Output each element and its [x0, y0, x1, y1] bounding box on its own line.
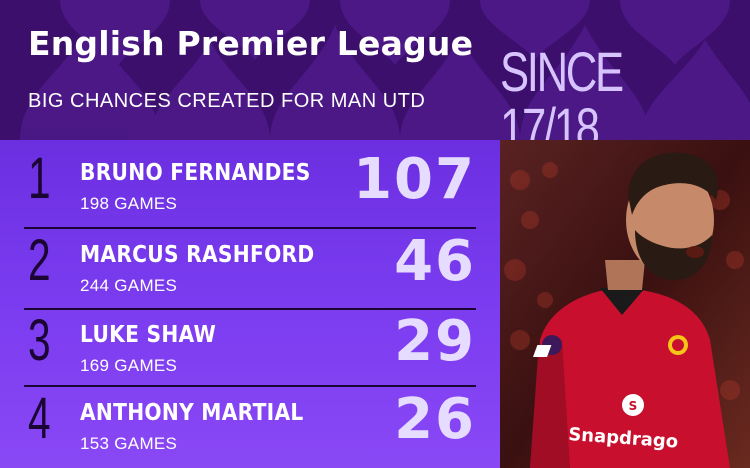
big-chances-value: 29 [394, 309, 476, 374]
header-pattern [20, 0, 750, 140]
big-chances-value: 107 [353, 147, 476, 212]
row-divider [24, 308, 476, 310]
player-illustration: S Snapdrago [500, 140, 750, 468]
games-count: 169 GAMES [80, 356, 178, 375]
table-row: 3 LUKE SHAW 169 GAMES 29 [0, 302, 500, 384]
player-name: MARCUS RASHFORD [80, 242, 315, 268]
player-name: ANTHONY MARTIAL [80, 400, 304, 426]
big-chances-value: 26 [394, 387, 476, 452]
big-chances-value: 46 [394, 229, 476, 294]
header: English Premier League BIG CHANCES CREAT… [0, 0, 750, 140]
svg-text:S: S [629, 399, 638, 413]
rank-number: 3 [28, 308, 51, 373]
table-row: 4 ANTHONY MARTIAL 153 GAMES 26 [0, 380, 500, 462]
rank-number: 1 [28, 146, 51, 211]
table-row: 2 MARCUS RASHFORD 244 GAMES 46 [0, 222, 500, 304]
rank-number: 4 [28, 386, 51, 451]
player-name: BRUNO FERNANDES [80, 160, 311, 186]
ranking-table: 1 BRUNO FERNANDES 198 GAMES 107 2 MARCUS… [0, 140, 500, 468]
page-subtitle: BIG CHANCES CREATED FOR MAN UTD [28, 90, 426, 112]
row-divider [24, 227, 476, 229]
player-photo: S Snapdrago [500, 140, 750, 468]
player-name: LUKE SHAW [80, 322, 217, 348]
since-label: SINCE 17/18 [500, 40, 624, 141]
page-title: English Premier League [28, 24, 474, 63]
rank-number: 2 [28, 228, 51, 293]
games-count: 244 GAMES [80, 276, 178, 295]
games-count: 198 GAMES [80, 194, 178, 213]
games-count: 153 GAMES [80, 434, 178, 453]
row-divider [24, 385, 476, 387]
table-row: 1 BRUNO FERNANDES 198 GAMES 107 [0, 140, 500, 222]
